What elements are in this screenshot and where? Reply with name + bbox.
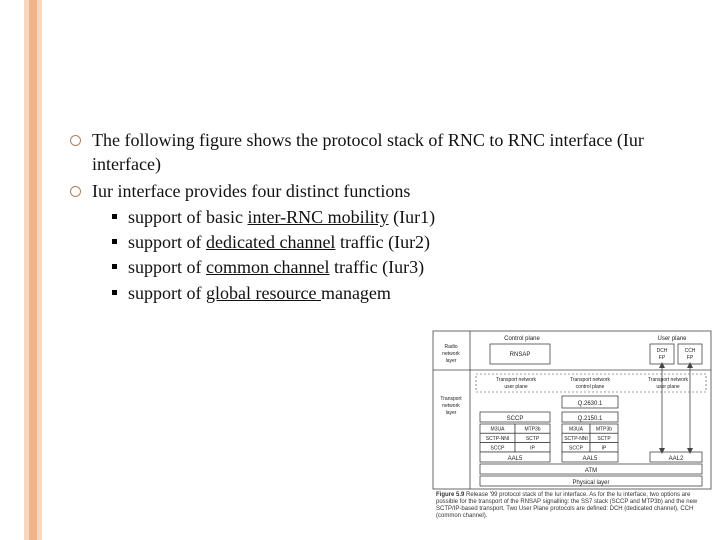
svg-text:Transport network: Transport network: [570, 377, 611, 383]
box-rnsap: RNSAP: [510, 352, 531, 358]
sub-list: support of basic inter-RNC mobility (Iur…: [92, 205, 660, 305]
bullet-item: Iur interface provides four distinct fun…: [70, 179, 660, 305]
svg-text:layer: layer: [446, 358, 457, 364]
slide: The following figure shows the protocol …: [0, 0, 720, 540]
sub-item: support of common channel traffic (Iur3): [92, 255, 660, 279]
hdr-control: Control plane: [504, 336, 540, 342]
sub-item: support of basic inter-RNC mobility (Iur…: [92, 205, 660, 229]
svg-text:IP: IP: [530, 445, 535, 451]
box-q2150: Q.2150.1: [578, 416, 603, 422]
stripe-inner: [29, 0, 37, 540]
box-aal5r: AAL5: [583, 456, 598, 462]
box-aal5l: AAL5: [508, 456, 523, 462]
box-atm: ATM: [585, 468, 597, 474]
svg-text:Transport network: Transport network: [648, 377, 689, 383]
svg-text:FP: FP: [687, 355, 694, 361]
svg-text:M3UA: M3UA: [491, 427, 506, 433]
diagram-caption: Figure 5.9 Release '99 protocol stack of…: [432, 490, 712, 520]
svg-text:user plane: user plane: [504, 384, 528, 390]
svg-text:Transport: Transport: [440, 396, 462, 402]
svg-text:Transport network: Transport network: [496, 377, 537, 383]
box-dch-1: DCH: [657, 348, 668, 354]
box-sccp: SCCP: [507, 416, 524, 422]
svg-text:SCTP-NNI: SCTP-NNI: [564, 436, 588, 442]
svg-text:user plane: user plane: [656, 384, 680, 390]
bullet-list: The following figure shows the protocol …: [70, 128, 660, 305]
bullet-item: The following figure shows the protocol …: [70, 128, 660, 177]
svg-text:M3UA: M3UA: [569, 427, 584, 433]
box-aal2: AAL2: [669, 456, 684, 462]
svg-text:MTP3b: MTP3b: [524, 427, 540, 433]
svg-text:SCCP: SCCP: [491, 445, 506, 451]
svg-text:IP: IP: [602, 445, 607, 451]
svg-text:network: network: [442, 351, 460, 357]
svg-text:FP: FP: [659, 355, 666, 361]
svg-text:MTP3b: MTP3b: [596, 427, 612, 433]
svg-text:SCTP: SCTP: [526, 436, 540, 442]
protocol-diagram: .bx{fill:#fff;stroke:#444;stroke-width:0…: [432, 330, 712, 522]
svg-text:layer: layer: [446, 410, 457, 416]
sub-item: support of dedicated channel traffic (Iu…: [92, 230, 660, 254]
svg-text:SCCP: SCCP: [569, 445, 584, 451]
box-cch-1: CCH: [685, 348, 696, 354]
hdr-user: User plane: [657, 336, 687, 342]
svg-text:SCTP: SCTP: [597, 436, 611, 442]
svg-text:SCTP-NNI: SCTP-NNI: [486, 436, 510, 442]
svg-text:control plane: control plane: [576, 384, 605, 390]
content-area: The following figure shows the protocol …: [70, 128, 660, 307]
box-q2630: Q.2630.1: [578, 401, 603, 407]
diagram-svg: .bx{fill:#fff;stroke:#444;stroke-width:0…: [432, 330, 712, 490]
sub-item: support of global resource managem: [92, 281, 660, 305]
svg-text:Radio: Radio: [444, 344, 457, 350]
svg-text:network: network: [442, 403, 460, 409]
box-phys: Physical layer: [572, 480, 609, 486]
